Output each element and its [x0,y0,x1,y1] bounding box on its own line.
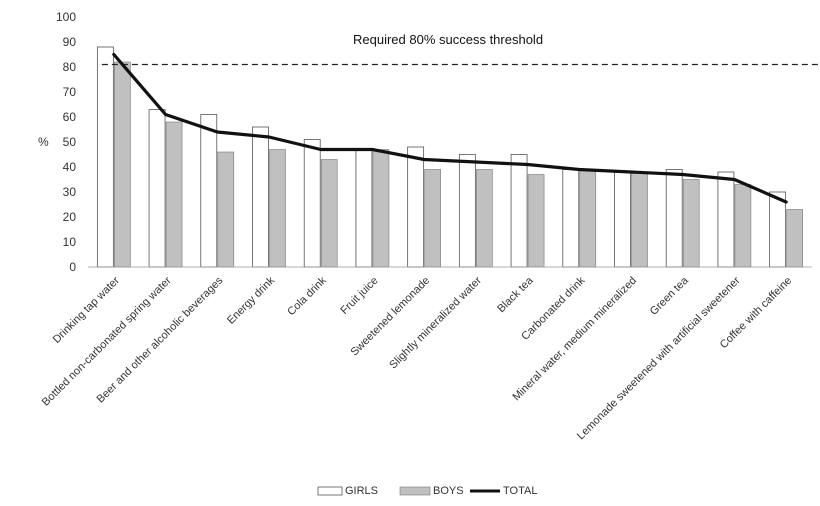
threshold: Required 80% success threshold [101,32,818,66]
y-tick-label: 80 [63,60,77,74]
y-tick-label: 70 [63,85,77,99]
y-tick-label: 90 [63,35,77,49]
total-series-line [112,52,788,204]
y-axis-label: % [38,135,49,149]
category-label: Energy drink [225,274,278,327]
total-line [112,52,788,204]
bar-girls [252,126,269,268]
bar-boys [631,171,648,268]
category-label: Slightly mineralized water [387,274,484,371]
category-label: Black tea [495,274,536,315]
bars [88,46,812,268]
bar-girls [200,114,218,268]
legend-label-total: TOTAL [503,485,537,497]
legend-label-boys: BOYS [433,485,464,497]
bar-girls [614,171,631,268]
legend-swatch-girls [317,486,343,496]
bar-girls [148,109,166,268]
bar-boys [269,149,286,268]
bar-girls [303,139,321,268]
y-tick-label: 50 [63,135,77,149]
legend-label-girls: GIRLS [345,485,378,497]
bar-boys [320,159,338,268]
legend-swatch-boys [399,486,431,496]
bar-boys [424,169,441,268]
bar-girls [355,149,373,268]
bar-girls [96,46,114,268]
y-tick-label: 60 [63,110,77,124]
bar-boys [372,149,390,268]
bar-boys [579,169,597,268]
bar-boys [114,61,131,268]
category-label: Cola drink [285,274,329,318]
bar-girls [407,146,425,268]
bar-boys [786,209,803,268]
threshold-label: Required 80% success threshold [353,32,543,47]
bar-boys [682,179,700,268]
category-label: Fruit juice [338,275,380,317]
bar-girls [717,171,735,268]
bar-boys [476,169,493,268]
y-tick-label: 0 [69,260,76,274]
bar-boys [527,174,545,268]
y-tick-label: 100 [56,10,76,24]
bar-boys [217,151,235,268]
category-label: Green tea [648,274,692,318]
bar-boys [734,184,752,268]
y-tick-label: 40 [63,160,77,174]
bar-girls [510,154,528,268]
legend: GIRLS BOYS TOTAL [317,485,537,497]
y-tick-label: 20 [63,210,77,224]
bar-girls [458,154,476,268]
bar-girls [562,169,580,268]
y-tick-label: 10 [63,235,77,249]
bar-girls [665,169,683,268]
bar-girls [769,191,787,268]
y-tick-label: 30 [63,185,77,199]
y-axis: 0 10 20 30 40 50 60 70 80 90 100 [56,10,76,274]
bar-boys [165,121,183,268]
